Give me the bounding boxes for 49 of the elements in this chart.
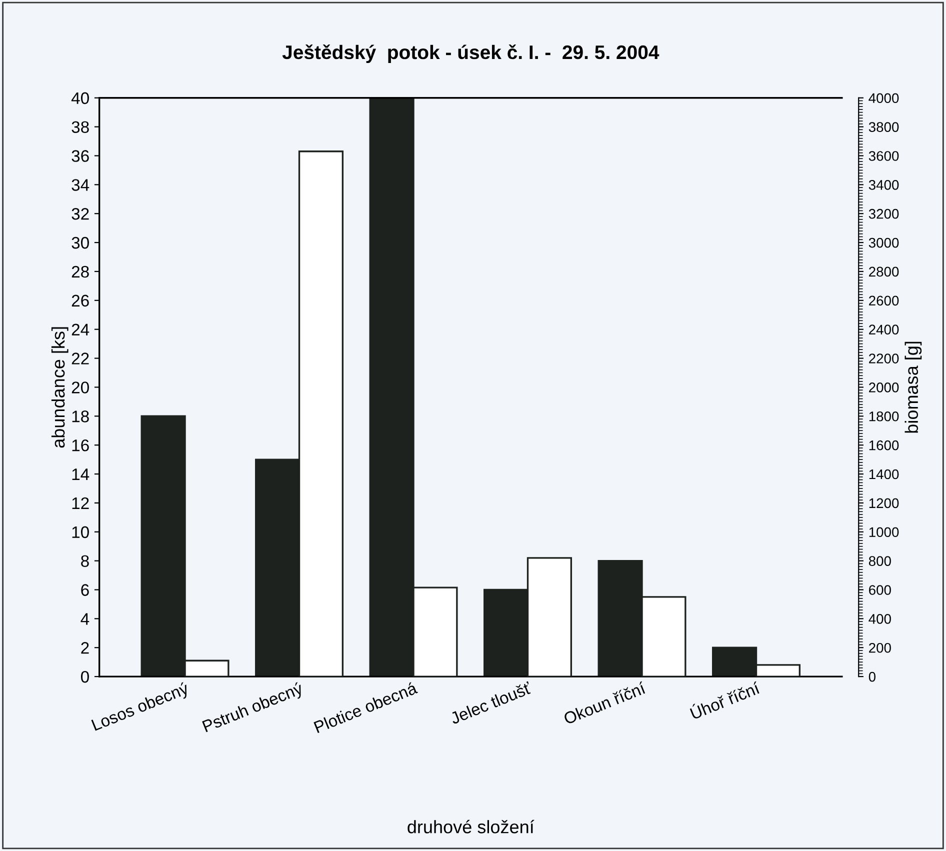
y2-tick-label: 3800 <box>868 122 899 132</box>
x-tick-label: Jelec tloušť <box>449 681 532 724</box>
y2-tick-label: 1000 <box>869 527 899 538</box>
y2-tick-label: 3600 <box>868 151 899 161</box>
y2-tick-label: 3400 <box>868 180 899 190</box>
y-tick-label: 28 <box>72 266 89 278</box>
y2-tick-label: 2200 <box>869 354 899 364</box>
y2-tick-label: 1400 <box>869 469 899 480</box>
y2-tick-label: 3200 <box>868 208 899 219</box>
chart-title: Ještědský potok - úsek č. I. - 29. 5. 2004 <box>282 44 660 64</box>
x-axis-title: druhové složení <box>408 820 534 834</box>
y-tick-label: 14 <box>72 468 90 480</box>
y2-tick-label: 0 <box>868 672 876 682</box>
y-tick-label: 22 <box>72 352 89 364</box>
y-tick-label: 18 <box>72 410 89 422</box>
y-tick-label: 30 <box>72 236 89 249</box>
y2-tick-label: 800 <box>868 556 891 566</box>
y-tick-label: 34 <box>72 179 90 191</box>
y-tick-label: 0 <box>80 670 89 683</box>
y2-axis-title: biomasa [g] <box>904 342 922 433</box>
y-tick-label: 36 <box>72 150 89 162</box>
y-tick-label: 38 <box>72 121 89 133</box>
y-tick-label: 26 <box>72 294 89 307</box>
y-tick-label: 10 <box>72 526 89 538</box>
y2-tick-label: 1200 <box>869 498 899 508</box>
y2-tick-label: 200 <box>869 642 891 653</box>
y2-tick-label: 600 <box>869 585 891 595</box>
x-tick-label: Okoun říční <box>562 681 647 725</box>
y2-tick-label: 2600 <box>869 296 899 306</box>
y-axis-title: abundance [ks] <box>51 327 68 448</box>
y-tick-label: 40 <box>71 92 89 104</box>
y-tick-label: 2 <box>81 642 89 654</box>
y-tick-label: 20 <box>72 382 89 394</box>
y-tick-label: 32 <box>72 208 89 220</box>
y-tick-label: 4 <box>80 613 90 625</box>
x-tick-label: Úhoř říční <box>688 679 761 720</box>
y2-tick-label: 400 <box>868 614 891 624</box>
y-tick-label: 12 <box>72 497 89 509</box>
y2-tick-label: 3000 <box>868 238 899 248</box>
y-tick-label: 24 <box>72 324 90 336</box>
y2-tick-label: 2400 <box>869 324 899 335</box>
y-tick-label: 6 <box>81 584 89 596</box>
y2-tick-label: 2800 <box>869 266 899 277</box>
y2-tick-label: 1800 <box>869 411 899 422</box>
y2-tick-label: 4000 <box>868 93 899 104</box>
y-tick-label: 16 <box>72 439 89 452</box>
y2-tick-label: 2000 <box>869 382 899 392</box>
y2-tick-label: 1600 <box>869 440 899 450</box>
y-tick-label: 8 <box>81 555 89 568</box>
